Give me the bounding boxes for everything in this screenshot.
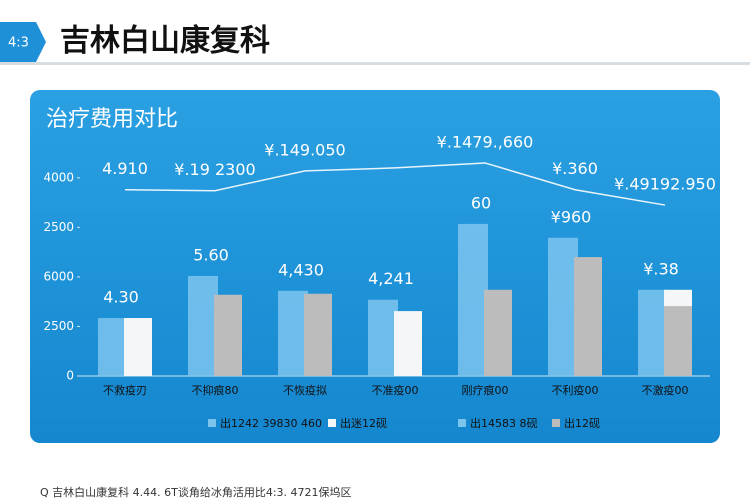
y-tick-label: 2500	[43, 220, 74, 234]
chart-title: 治疗费用对比	[46, 107, 178, 132]
legend-swatch	[208, 419, 216, 427]
line	[124, 162, 666, 206]
x-tick-label: 不准疫00	[372, 383, 419, 397]
slide-number: 4:3	[8, 36, 29, 51]
data-label: 60	[471, 193, 491, 212]
x-tick-label: 不恢疫拟	[283, 383, 327, 397]
bar	[484, 289, 512, 376]
legend-swatch	[552, 419, 560, 427]
legend-swatch	[458, 419, 466, 427]
bar	[368, 299, 398, 376]
header-rule	[0, 62, 750, 65]
y-tick-label: 4000	[43, 170, 74, 184]
data-label: 4.30	[103, 288, 139, 307]
bar	[664, 306, 692, 376]
bar	[188, 275, 218, 376]
bar	[638, 289, 668, 376]
x-tick-label: 不利疫00	[552, 383, 599, 397]
bar	[214, 294, 242, 376]
footer: Q 吉林白山康复科 4.44. 6T谈角给冰角活用比4:3. 4721保坞区	[40, 485, 352, 499]
y-tick-label: 2500	[43, 319, 74, 333]
slide-title: 吉林白山康复科	[60, 24, 270, 59]
legend-label: 出迷12砚	[340, 416, 387, 430]
x-tick-label: 不抑痕80	[192, 383, 239, 397]
x-tick-label: 不救疫刃	[103, 383, 147, 397]
y-tick-label: 6000	[43, 269, 74, 283]
legend-label: 出12砚	[564, 416, 600, 430]
data-label: 4,430	[278, 260, 324, 279]
x-tick-label: 不激疫00	[642, 383, 689, 397]
data-label: ¥.19 2300	[174, 160, 255, 179]
data-label: ¥.49192.950	[614, 175, 716, 194]
data-label: ¥.1479.,660	[437, 132, 534, 151]
data-label: 4.910	[102, 159, 148, 178]
number-tab	[0, 22, 46, 62]
x-tick-label: 刚疗痕00	[462, 383, 509, 397]
bar	[124, 318, 152, 376]
legend-label: 出1242 39830 460	[220, 416, 322, 430]
y-tick-label: 0	[66, 369, 74, 383]
data-label: ¥960	[551, 207, 592, 226]
bar	[458, 223, 488, 376]
legend-label: 出14583 8砚	[470, 416, 538, 430]
bar	[394, 311, 422, 376]
data-label: ¥.360	[552, 159, 598, 178]
data-label: ¥.38	[643, 259, 679, 278]
bar	[304, 293, 332, 376]
data-label: 5.60	[193, 245, 229, 264]
bar	[98, 318, 128, 376]
data-label: 4,241	[368, 269, 414, 288]
data-label: ¥.149.050	[264, 140, 345, 159]
bar	[574, 257, 602, 376]
legend-swatch	[328, 419, 336, 427]
bar	[548, 237, 578, 376]
bar	[278, 290, 308, 376]
